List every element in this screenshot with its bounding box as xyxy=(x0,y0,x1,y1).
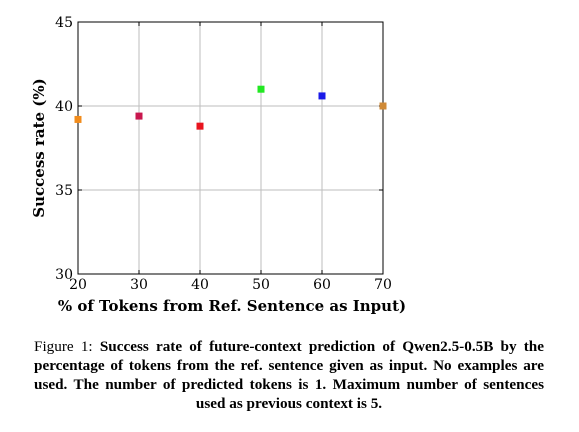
data-points xyxy=(74,85,387,130)
data-point xyxy=(135,112,143,120)
data-point xyxy=(74,115,82,123)
y-axis-label: Success rate (%) xyxy=(30,78,48,217)
figure-caption: Figure 1: Success rate of future-context… xyxy=(34,337,544,413)
x-tick-label: 60 xyxy=(313,277,331,293)
x-axis-label: % of Tokens from Ref. Sentence as Input) xyxy=(58,297,406,315)
y-tick-label: 40 xyxy=(55,99,73,115)
y-tick-label: 30 xyxy=(55,267,73,283)
x-tick-label: 40 xyxy=(191,277,209,293)
caption-text: Success rate of future-context predictio… xyxy=(34,338,544,412)
y-tick-label: 35 xyxy=(55,183,73,199)
grid-lines xyxy=(77,21,384,275)
plot-frame xyxy=(77,21,384,275)
data-point xyxy=(196,122,204,130)
data-point xyxy=(379,102,387,110)
caption-label: Figure 1: xyxy=(34,338,93,355)
x-tick-label: 20 xyxy=(69,277,87,293)
data-point xyxy=(318,92,326,100)
data-point xyxy=(257,85,265,93)
x-tick-label: 50 xyxy=(252,277,270,293)
x-tick-label: 30 xyxy=(130,277,148,293)
y-tick-label: 45 xyxy=(55,15,73,31)
x-tick-label: 70 xyxy=(374,277,392,293)
